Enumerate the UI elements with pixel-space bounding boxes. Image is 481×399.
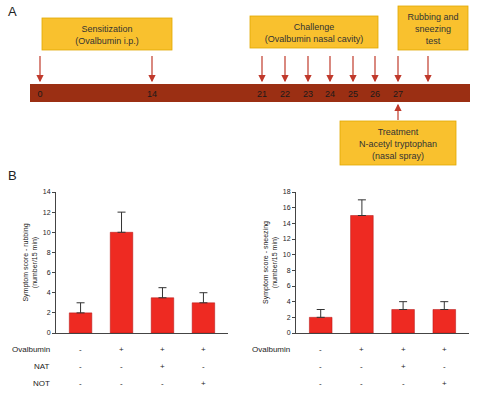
svg-text:-: - bbox=[443, 362, 446, 371]
svg-text:-: - bbox=[319, 362, 322, 371]
svg-text:(Ovalbumin i.p.): (Ovalbumin i.p.) bbox=[75, 36, 139, 46]
svg-text:+: + bbox=[201, 379, 206, 388]
svg-text:+: + bbox=[401, 362, 406, 371]
svg-text:+: + bbox=[160, 345, 165, 354]
html-text:B: B bbox=[8, 168, 17, 183]
svg-text:Symptom score - sneezing(numbe: Symptom score - sneezing(number/15 min) bbox=[262, 221, 279, 304]
svg-text:-: - bbox=[120, 362, 123, 371]
svg-text:+: + bbox=[442, 345, 447, 354]
svg-text:NAT: NAT bbox=[34, 362, 50, 371]
svg-text:6: 6 bbox=[47, 269, 51, 276]
svg-text:4: 4 bbox=[47, 289, 51, 296]
svg-text:(Ovalbumin nasal cavity): (Ovalbumin nasal cavity) bbox=[265, 34, 364, 44]
svg-text:Sensitization: Sensitization bbox=[81, 24, 132, 34]
svg-text:N-acetyl tryptophan: N-acetyl tryptophan bbox=[359, 139, 437, 149]
svg-text:-: - bbox=[360, 362, 363, 371]
svg-text:8: 8 bbox=[47, 249, 51, 256]
svg-text:-: - bbox=[202, 362, 205, 371]
svg-text:23: 23 bbox=[303, 89, 313, 99]
svg-text:+: + bbox=[442, 379, 447, 388]
svg-text:Treatment: Treatment bbox=[378, 127, 419, 137]
svg-text:26: 26 bbox=[370, 89, 380, 99]
svg-text:Ovalbumin: Ovalbumin bbox=[252, 345, 290, 354]
svg-text:-: - bbox=[360, 379, 363, 388]
svg-text:-: - bbox=[79, 362, 82, 371]
svg-text:24: 24 bbox=[325, 89, 335, 99]
svg-text:4: 4 bbox=[287, 298, 291, 305]
svg-text:Rubbing and: Rubbing and bbox=[407, 12, 458, 22]
svg-text:Ovalbumin: Ovalbumin bbox=[12, 345, 50, 354]
svg-text:16: 16 bbox=[283, 204, 291, 211]
svg-text:-: - bbox=[79, 345, 82, 354]
svg-text:21: 21 bbox=[257, 89, 267, 99]
svg-text:12: 12 bbox=[283, 235, 291, 242]
svg-text:+: + bbox=[401, 345, 406, 354]
svg-text:-: - bbox=[402, 379, 405, 388]
svg-text:test: test bbox=[426, 36, 441, 46]
svg-text:25: 25 bbox=[348, 89, 358, 99]
svg-text:sneezing: sneezing bbox=[415, 24, 451, 34]
svg-text:-: - bbox=[79, 379, 82, 388]
svg-text:0: 0 bbox=[37, 89, 42, 99]
svg-text:Symptom score - rubbing(number: Symptom score - rubbing(number/15 min) bbox=[22, 223, 39, 301]
svg-text:NOT: NOT bbox=[33, 379, 50, 388]
svg-text:0: 0 bbox=[47, 329, 51, 336]
svg-text:14: 14 bbox=[147, 89, 157, 99]
svg-text:2: 2 bbox=[47, 309, 51, 316]
svg-text:8: 8 bbox=[287, 267, 291, 274]
svg-text:14: 14 bbox=[43, 188, 51, 195]
svg-text:+: + bbox=[119, 345, 124, 354]
svg-text:Challenge: Challenge bbox=[294, 22, 335, 32]
svg-text:+: + bbox=[160, 362, 165, 371]
svg-text:(nasal spray): (nasal spray) bbox=[372, 151, 424, 161]
svg-text:14: 14 bbox=[283, 220, 291, 227]
svg-text:10: 10 bbox=[283, 251, 291, 258]
svg-text:6: 6 bbox=[287, 282, 291, 289]
svg-text:+: + bbox=[201, 345, 206, 354]
svg-text:27: 27 bbox=[393, 89, 403, 99]
svg-text:-: - bbox=[319, 345, 322, 354]
svg-text:+: + bbox=[359, 345, 364, 354]
svg-text:2: 2 bbox=[287, 314, 291, 321]
svg-text:22: 22 bbox=[280, 89, 290, 99]
svg-text:12: 12 bbox=[43, 209, 51, 216]
svg-text:-: - bbox=[161, 379, 164, 388]
svg-text:-: - bbox=[319, 379, 322, 388]
svg-text:10: 10 bbox=[43, 229, 51, 236]
svg-text:-: - bbox=[120, 379, 123, 388]
svg-text:0: 0 bbox=[287, 329, 291, 336]
svg-text:18: 18 bbox=[283, 188, 291, 195]
svg-text:A: A bbox=[8, 4, 17, 19]
